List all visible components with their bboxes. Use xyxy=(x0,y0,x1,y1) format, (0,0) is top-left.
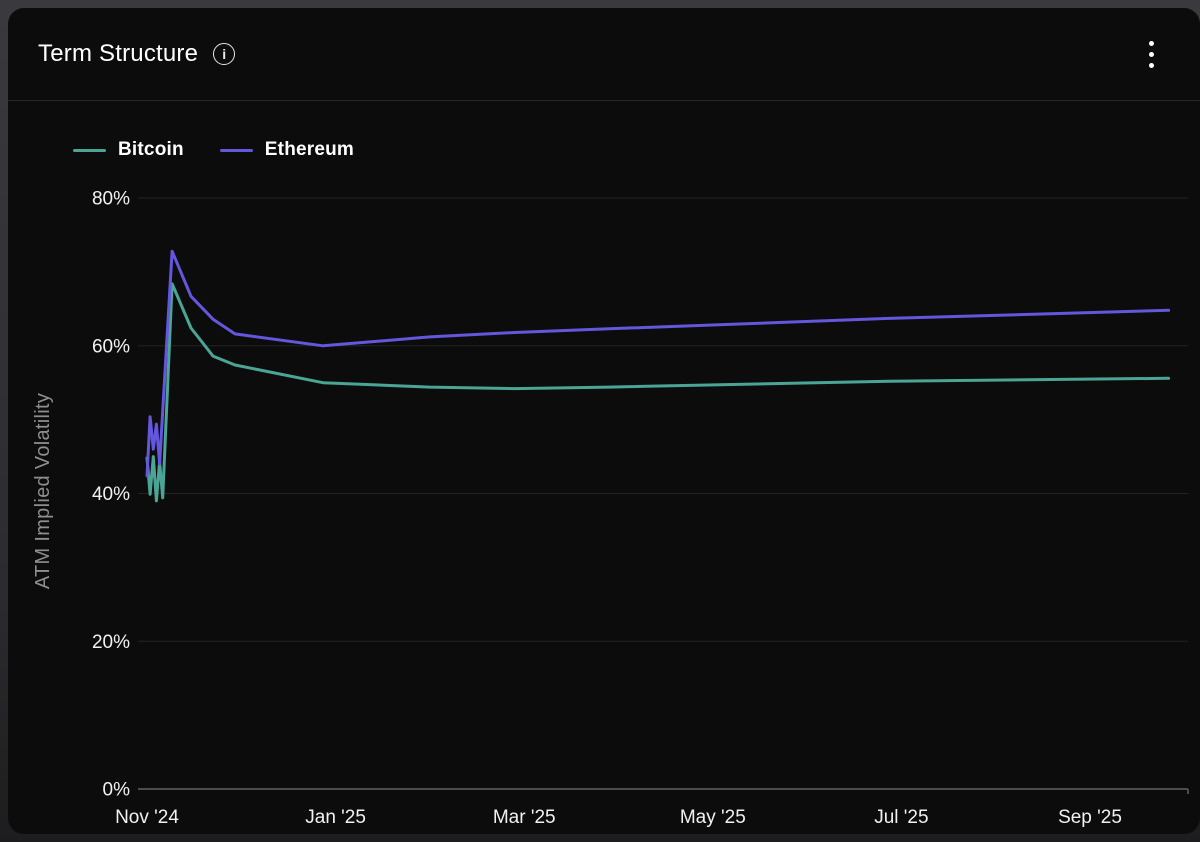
y-tick-label: 0% xyxy=(103,780,131,801)
x-tick-label: Mar '25 xyxy=(493,807,556,828)
info-icon[interactable]: i xyxy=(213,43,236,65)
y-tick-label: 60% xyxy=(92,336,130,357)
kebab-dot xyxy=(1149,40,1154,46)
x-axis-labels: Nov '24 Jan '25 Mar '25 May '25 Jul '25 Sep '… xyxy=(115,807,1122,828)
ethereum-swatch-icon xyxy=(219,148,253,152)
x-tick-label: Jan '25 xyxy=(305,807,366,828)
y-tick-label: 20% xyxy=(92,632,130,653)
x-tick-label: May '25 xyxy=(680,807,746,828)
legend-label-ethereum: Ethereum xyxy=(264,139,355,160)
ethereum-line xyxy=(145,249,1171,478)
term-structure-chart: 0% 20% 40% 60% 80% Nov '24 Jan '25 Mar '25 May '… xyxy=(8,101,1200,834)
y-tick-label: 40% xyxy=(92,484,130,505)
x-tick-label: Nov '24 xyxy=(115,807,179,828)
y-tick-label: 80% xyxy=(92,189,130,210)
legend-item-bitcoin[interactable]: Bitcoin xyxy=(73,139,184,161)
info-icon-glyph: i xyxy=(222,46,227,62)
x-tick-label: Sep '25 xyxy=(1058,807,1122,828)
x-tick-label: Jul '25 xyxy=(874,807,928,828)
y-axis-labels: 0% 20% 40% 60% 80% xyxy=(92,189,130,801)
kebab-dot xyxy=(1149,62,1154,68)
chart-svg: 0% 20% 40% 60% 80% Nov '24 Jan '25 Mar '25 May '… xyxy=(32,189,1189,828)
legend-label-bitcoin: Bitcoin xyxy=(118,139,184,160)
chart-legend: Bitcoin Ethereum xyxy=(73,139,354,161)
y-axis-title: ATM Implied Volatility xyxy=(32,393,54,589)
legend-item-ethereum[interactable]: Ethereum xyxy=(219,139,355,161)
page-title: Term Structure xyxy=(38,40,199,67)
term-structure-panel: Term Structure i Bitcoin Ethereum 0% 20% 4… xyxy=(8,8,1200,834)
panel-header: Term Structure i xyxy=(8,8,1200,101)
kebab-menu-icon[interactable] xyxy=(1143,35,1160,74)
gridlines xyxy=(138,197,1189,794)
bitcoin-swatch-icon xyxy=(73,148,106,152)
bitcoin-line xyxy=(145,282,1171,503)
kebab-dot xyxy=(1149,51,1154,57)
